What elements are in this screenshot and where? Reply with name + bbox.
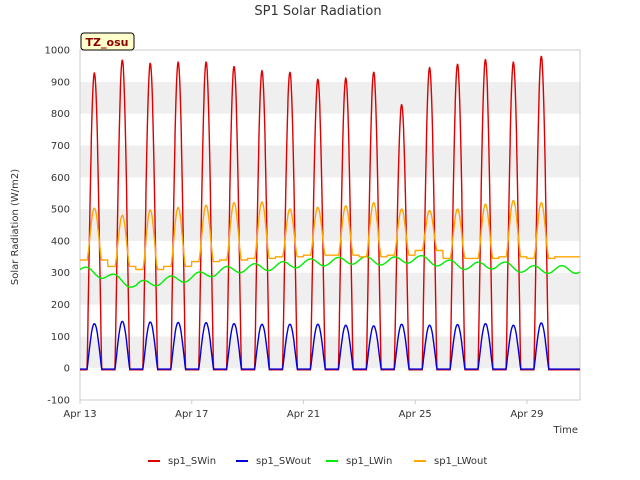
- legend-label: sp1_SWin: [168, 456, 216, 467]
- legend-label: sp1_LWin: [346, 456, 392, 467]
- y-tick-label: 700: [51, 141, 70, 152]
- y-axis-ticks: -100 0 100 200 300 400 500 600 700 800 900 1000: [45, 46, 70, 407]
- station-badge-label: TZ_osu: [86, 36, 129, 49]
- y-tick-label: 400: [51, 236, 70, 247]
- y-axis-label: Solar Radiation (W/m2): [10, 169, 21, 285]
- x-tick-label: Apr 25: [399, 409, 432, 420]
- grid-band: [80, 145, 580, 178]
- y-tick-label: 1000: [45, 46, 70, 57]
- legend: sp1_SWin sp1_SWout sp1_LWin sp1_LWout: [148, 456, 487, 467]
- plot-frame: [79, 49, 581, 401]
- series-line-sp1_LWout: [80, 199, 580, 271]
- series-lines: [79, 55, 581, 371]
- grid-band: [80, 177, 580, 210]
- y-tick-label: 0: [64, 364, 70, 375]
- x-tick-label: Apr 13: [63, 409, 96, 420]
- y-tick-label: 800: [51, 109, 70, 120]
- x-axis-ticks: Apr 13 Apr 17 Apr 21 Apr 25 Apr 29: [63, 400, 544, 420]
- x-axis-label: Time: [553, 425, 578, 436]
- series-line-sp1_LWin: [79, 254, 581, 288]
- y-tick-label: 100: [51, 332, 70, 343]
- grid-band: [80, 50, 580, 82]
- grid-band: [80, 272, 580, 305]
- grid-band: [80, 336, 580, 369]
- chart-title: SP1 Solar Radiation: [254, 4, 381, 19]
- grid-band: [80, 113, 580, 146]
- y-tick-label: 600: [51, 173, 70, 184]
- station-badge: TZ_osu: [80, 32, 135, 51]
- x-tick-label: Apr 21: [287, 409, 320, 420]
- y-tick-label: 200: [51, 300, 70, 311]
- y-tick-label: 500: [51, 205, 70, 216]
- legend-label: sp1_SWout: [256, 456, 311, 467]
- x-tick-label: Apr 29: [510, 409, 543, 420]
- grid-band: [80, 209, 580, 241]
- x-tick-label: Apr 17: [175, 409, 208, 420]
- grid-band: [80, 368, 580, 400]
- grid-bands: [80, 50, 580, 400]
- grid-band: [80, 304, 580, 337]
- y-tick-label: -100: [47, 396, 70, 407]
- y-tick-label: 900: [51, 77, 70, 88]
- y-tick-label: 300: [51, 268, 70, 279]
- series-line-sp1_SWout: [80, 320, 580, 370]
- grid-band: [80, 81, 580, 114]
- legend-label: sp1_LWout: [434, 456, 487, 467]
